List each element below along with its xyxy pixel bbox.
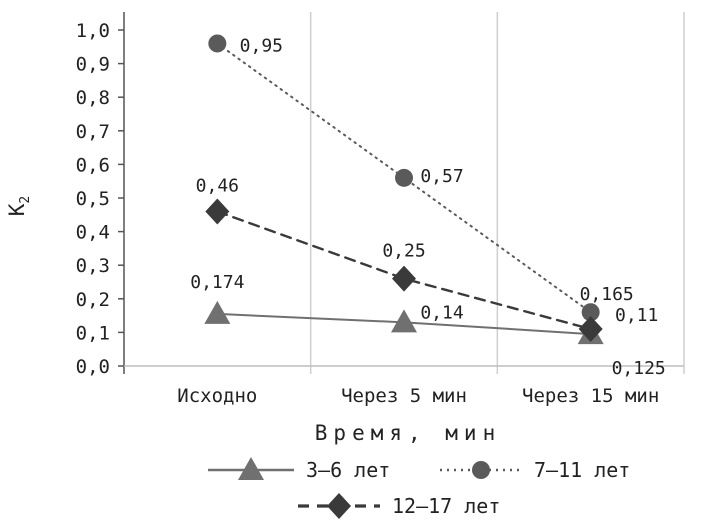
data-label: 0,46 [196,175,239,196]
y-tick-label: 0,5 [76,188,110,210]
data-point-marker [205,198,230,225]
legend-item-3: 12–17 лет [298,493,500,519]
data-point-marker [395,168,413,187]
data-point-marker [578,316,603,343]
axes [123,12,684,374]
y-tick-label: 0,2 [76,289,110,311]
data-label: 0,14 [420,302,463,323]
data-point-marker [391,309,417,333]
data-label: 0,25 [382,241,425,262]
grid-lines [309,12,685,374]
y-tick-label: 0,8 [76,87,110,109]
data-point-marker [392,265,416,292]
legend-label: 7–11 лет [534,458,630,482]
y-axis-ticks: 0,0 0,1 0,2 0,3 0,4 0,5 0,6 0,7 0,8 0,9 1,0 [76,20,124,378]
legend: 3–6 лет 7–11 лет 12–17 лет [208,457,630,519]
y-tick-label: 0,9 [76,54,110,76]
series-3 [205,198,603,343]
legend-item-2: 7–11 лет [440,458,630,482]
x-category-label: Через 5 мин [341,385,467,407]
y-tick-label: 0,6 [76,154,110,176]
legend-label: 3–6 лет [306,458,390,482]
data-point-marker [204,300,231,324]
data-label: 0,174 [190,272,244,293]
y-axis-title-main: K [5,203,29,216]
data-label: 0,57 [420,166,463,187]
series-line [216,42,592,314]
y-tick-label: 0,1 [76,322,110,344]
y-tick-label: 1,0 [76,20,110,42]
legend-marker [327,493,351,519]
x-category-label: Исходно [177,385,257,407]
series-group [204,34,604,345]
y-axis-title-sub: 2 [18,196,33,204]
series-1 [204,300,604,345]
y-axis-title: K2 [5,196,33,216]
data-label: 0,125 [612,358,666,379]
legend-label: 12–17 лет [392,494,500,518]
y-tick-label: 0,0 [76,356,110,378]
data-label: 0,95 [240,35,283,56]
x-category-label: Через 15 мин [522,385,659,407]
data-label: 0,11 [615,305,658,326]
data-label: 0,165 [580,284,634,305]
legend-marker [472,461,490,479]
data-labels: 0,174 0,14 0,125 0,95 0,57 0,165 0,46 0,25 0,11 [190,35,666,379]
x-axis-categories: Исходно Через 5 мин Через 15 мин [177,385,659,407]
y-tick-label: 0,3 [76,255,110,277]
legend-item-1: 3–6 лет [208,457,390,482]
series-2 [208,34,600,322]
legend-marker [238,457,264,480]
data-point-marker [208,34,227,53]
y-tick-label: 0,7 [76,121,110,143]
data-point-marker [581,303,600,322]
x-axis-title: Время, мин [315,421,501,445]
y-tick-label: 0,4 [76,222,110,244]
series-line [216,210,592,331]
